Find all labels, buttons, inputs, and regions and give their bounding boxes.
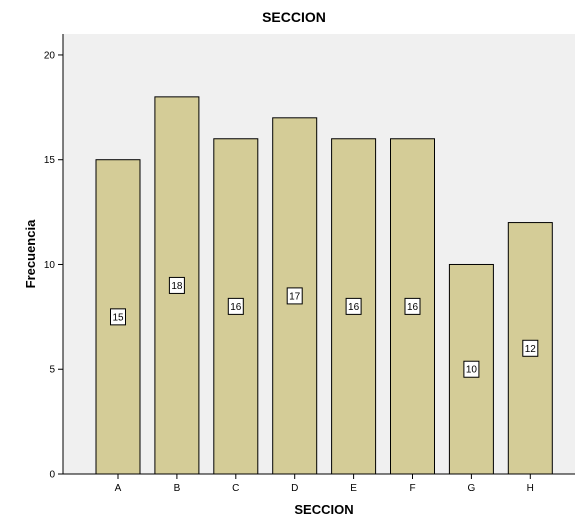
data-label-box — [168, 276, 185, 294]
axes-layer: 0 5 10 15 20 A B C D E F G H — [44, 34, 575, 494]
y-axis-title: Frecuencia — [23, 219, 38, 288]
y-tick-label: 15 — [44, 155, 56, 166]
x-tick-label: A — [115, 483, 122, 494]
data-label: 10 — [466, 365, 478, 376]
data-label: 16 — [230, 302, 242, 313]
data-label-box — [463, 360, 480, 378]
data-label: 18 — [171, 281, 183, 292]
x-tick-label: D — [291, 483, 298, 494]
x-tick-label: F — [409, 483, 415, 494]
x-tick-label: E — [350, 483, 357, 494]
y-tick-label: 10 — [44, 260, 56, 271]
data-label-box — [404, 297, 421, 315]
y-tick-label: 5 — [49, 365, 55, 376]
data-label: 17 — [289, 291, 301, 302]
data-label-box — [227, 297, 244, 315]
data-label-box — [345, 297, 362, 315]
x-tick-label: H — [527, 483, 534, 494]
data-label-box — [110, 308, 126, 326]
y-tick-label: 20 — [44, 50, 56, 61]
data-label-box — [286, 287, 303, 305]
y-tick-label: 0 — [49, 470, 55, 481]
data-label: 15 — [112, 312, 124, 323]
data-label-box — [522, 339, 539, 357]
bars-layer: 15 18 16 17 16 16 10 12 — [95, 96, 553, 475]
data-label: 16 — [348, 302, 360, 313]
data-label: 12 — [525, 344, 537, 355]
x-axis-title: SECCION — [294, 502, 353, 517]
x-tick-label: B — [174, 483, 181, 494]
chart-title: SECCION — [262, 9, 326, 25]
data-label: 16 — [407, 302, 419, 313]
x-tick-label: C — [232, 483, 239, 494]
x-tick-label: G — [468, 483, 476, 494]
